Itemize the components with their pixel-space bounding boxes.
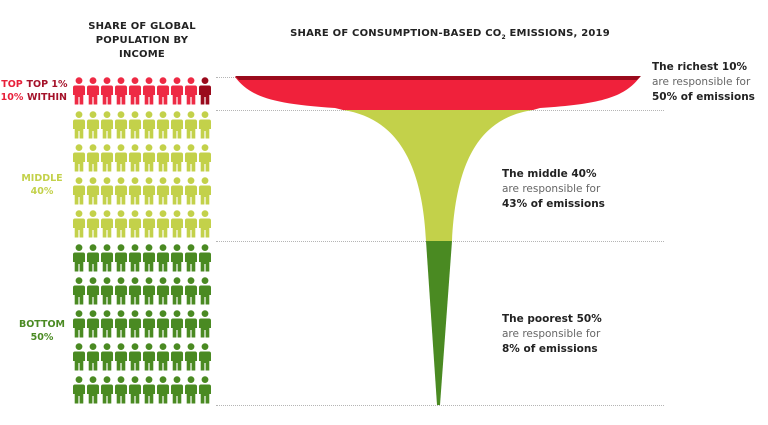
emissions-header-prefix: SHARE OF CONSUMPTION-BASED CO: [290, 28, 502, 39]
icons-bottom-50: [73, 244, 211, 404]
label-top-1-within: TOP 1% WITHIN: [26, 78, 68, 104]
label-top-10-line2: 10%: [0, 92, 24, 103]
label-middle-40: MIDDLE 40%: [16, 172, 68, 198]
annotation-top: The richest 10% are responsible for 50% …: [652, 60, 768, 105]
annotation-bottom-line2: are responsible for: [502, 328, 601, 340]
label-top-1-line1: TOP 1%: [26, 79, 68, 90]
annotation-top-line2: are responsible for: [652, 76, 751, 88]
label-top-1-line2: WITHIN: [27, 92, 67, 103]
annotation-middle-line1: The middle 40%: [502, 168, 597, 180]
annotation-top-line1: The richest 10%: [652, 61, 748, 73]
label-top-10-line1: TOP: [1, 79, 23, 90]
label-middle-line2: 40%: [30, 186, 54, 197]
annotation-bottom: The poorest 50% are responsible for 8% o…: [502, 312, 652, 357]
annotation-middle-line3: 43% of emissions: [502, 198, 605, 210]
population-header: SHARE OF GLOBAL POPULATION BY INCOME: [72, 20, 212, 62]
funnel-top-1-band: [235, 76, 641, 80]
guide-line-top: [216, 77, 236, 78]
annotation-top-line3: 50% of emissions: [652, 91, 755, 103]
annotation-middle: The middle 40% are responsible for 43% o…: [502, 167, 652, 212]
population-header-line1: SHARE OF GLOBAL: [88, 21, 196, 32]
funnel-bottom-segment: [426, 241, 452, 405]
label-top-10: TOP 10%: [0, 78, 24, 104]
guide-line-bottom-bottom: [216, 405, 664, 406]
icons-top-10: [73, 77, 211, 105]
funnel-middle-segment: [343, 110, 533, 241]
label-middle-line1: MIDDLE: [21, 173, 63, 184]
annotation-middle-line2: are responsible for: [502, 183, 601, 195]
funnel-top-segment: [235, 77, 640, 110]
label-bottom-50: BOTTOM 50%: [16, 318, 68, 344]
emissions-header-subscript: 2: [501, 34, 506, 41]
emissions-header: SHARE OF CONSUMPTION-BASED CO2 EMISSIONS…: [250, 27, 650, 45]
annotation-bottom-line3: 8% of emissions: [502, 343, 598, 355]
annotation-bottom-line1: The poorest 50%: [502, 313, 602, 325]
icons-middle-40: [73, 111, 211, 238]
population-header-line2: POPULATION BY INCOME: [95, 35, 189, 60]
emissions-header-suffix: EMISSIONS, 2019: [505, 28, 610, 39]
label-bottom-line2: 50%: [30, 332, 54, 343]
label-bottom-line1: BOTTOM: [18, 319, 66, 330]
